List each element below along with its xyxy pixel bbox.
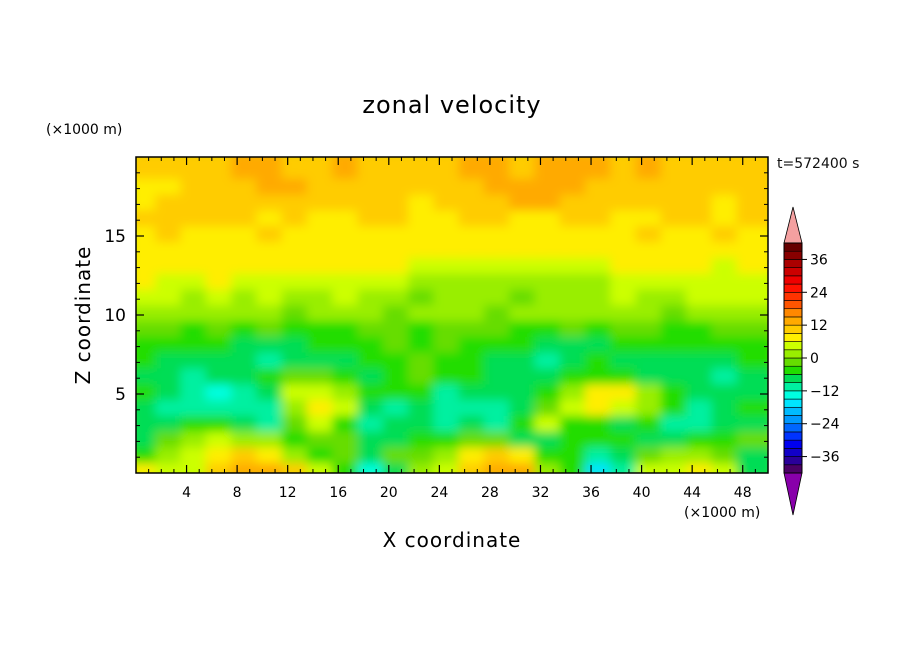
colorbar-swatch: [783, 382, 803, 392]
colorbar-tick-label: −36: [810, 450, 840, 466]
colorbar-swatch: [783, 398, 803, 408]
time-label: t=572400 s: [777, 156, 859, 172]
colorbar-tick-label: −12: [810, 384, 840, 400]
colorbar-swatch: [783, 308, 803, 318]
x-tick-label: 8: [233, 485, 242, 501]
y-axis: 5 10 15: [104, 172, 768, 458]
colorbar-swatch: [783, 357, 803, 367]
y-tick-label: 15: [104, 227, 126, 247]
colorbar-swatch: [783, 365, 803, 375]
colorbar-swatch: [783, 300, 803, 310]
colorbar-swatch: [783, 291, 803, 301]
colorbar-swatch: [783, 431, 803, 441]
x-tick-label: 12: [279, 485, 297, 501]
colorbar-tick-label: 24: [810, 285, 828, 301]
x-tick-label: 32: [532, 485, 550, 501]
colorbar-swatch: [783, 283, 803, 293]
chart-title: zonal velocity: [362, 91, 541, 119]
colorbar-swatch: [783, 333, 803, 342]
x-tick-label: 4: [182, 485, 191, 501]
colorbar-swatch: [783, 341, 803, 351]
y-axis-unit: (×1000 m): [46, 122, 122, 138]
colorbar-under-triangle: [783, 472, 803, 516]
colorbar-tick-label: 0: [810, 351, 819, 367]
colorbar-swatch: [783, 275, 803, 285]
colorbar-over-triangle: [783, 206, 803, 244]
x-tick-label: 36: [582, 485, 600, 501]
colorbar-swatch: [783, 242, 803, 252]
plot-area: [136, 157, 768, 473]
colorbar-swatch: [783, 423, 803, 433]
x-tick-label: 20: [380, 485, 398, 501]
heatmap-cell: [736, 157, 768, 179]
colorbar-tick-label: 12: [810, 318, 828, 334]
y-axis-label: Z coordinate: [71, 246, 95, 385]
colorbar-swatch: [783, 448, 803, 457]
heatmap-field: [136, 157, 768, 473]
y-tick-label: 10: [104, 306, 126, 326]
colorbar-tick-label: 36: [810, 252, 828, 268]
x-axis-label: X coordinate: [383, 528, 522, 552]
colorbar-tick-label: −24: [810, 417, 840, 433]
colorbar-swatch: [783, 415, 803, 425]
x-tick-label: 48: [734, 485, 752, 501]
x-tick-label: 28: [481, 485, 499, 501]
colorbar-swatch: [783, 267, 803, 277]
colorbar-swatch: [783, 390, 803, 400]
colorbar: −36 −24 −12 0 12 24 36: [783, 206, 840, 516]
colorbar-swatch: [783, 464, 803, 474]
colorbar-swatch: [783, 456, 803, 466]
colorbar-swatch: [783, 349, 803, 359]
colorbar-swatch: [783, 406, 803, 416]
colorbar-swatch: [783, 374, 803, 383]
colorbar-swatch: [783, 250, 803, 260]
y-tick-label: 5: [115, 385, 126, 405]
colorbar-swatch: [783, 324, 803, 334]
colorbar-swatch: [783, 259, 803, 268]
colorbar-swatch: [783, 439, 803, 449]
x-axis-unit: (×1000 m): [684, 505, 760, 521]
x-tick-label: 16: [329, 485, 347, 501]
x-tick-label: 24: [430, 485, 448, 501]
x-axis: 4 8 12 16 20 24 28 32 36 40 44 48: [148, 157, 756, 501]
colorbar-swatch: [783, 316, 803, 326]
x-tick-label: 40: [633, 485, 651, 501]
x-tick-label: 44: [683, 485, 701, 501]
